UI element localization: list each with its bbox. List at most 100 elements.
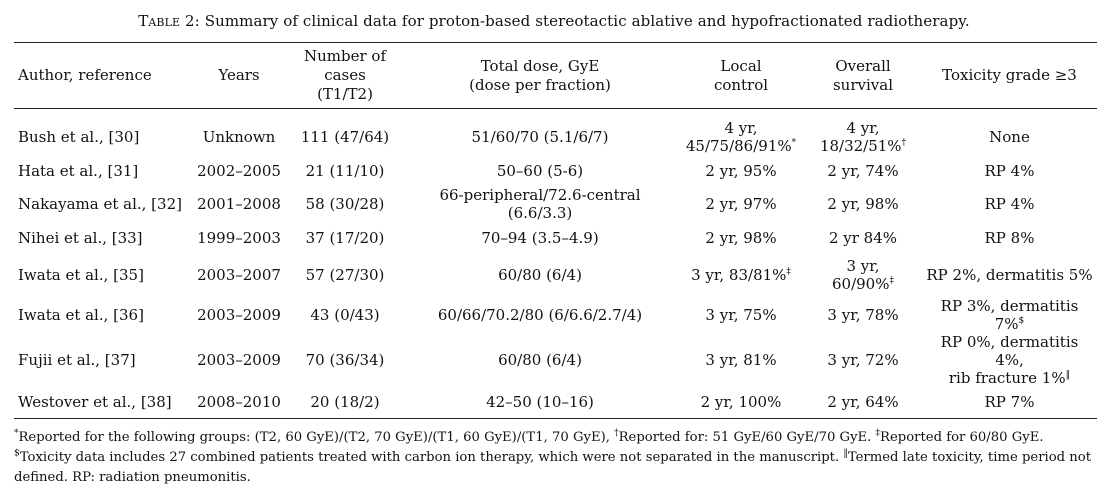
cell-local-line1: 4 yr, xyxy=(724,119,758,137)
table-row: Bush et al., [30] Unknown 111 (47/64) 51… xyxy=(14,109,1097,155)
cell-local-value: 3 yr, 83/81% xyxy=(691,266,787,284)
header-cases: Number of cases (T1/T2) xyxy=(288,43,402,109)
cell-cases: 43 (0/43) xyxy=(310,306,380,324)
footnote-mark: ‖ xyxy=(843,448,848,459)
cell-toxicity-line1: RP 0%, dermatitis 4%, xyxy=(940,333,1079,369)
cell-overall-line2: 60/90% xyxy=(832,275,890,293)
cell-years: 2003–2009 xyxy=(197,351,281,369)
cell-cases: 57 (27/30) xyxy=(305,266,385,284)
header-years: Years xyxy=(218,66,260,84)
cell-local-control: 3 yr, 75% xyxy=(705,306,777,324)
table-footnotes: *Reported for the following groups: (T2,… xyxy=(14,428,1099,488)
cell-toxicity: None xyxy=(989,128,1030,146)
cell-author: Hata et al., [31] xyxy=(18,161,139,180)
cell-dose: 50–60 (5-6) xyxy=(496,161,584,180)
cell-overall-survival: 4 yr, 18/32/51%† xyxy=(804,109,922,155)
cell-cases: 21 (11/10) xyxy=(305,161,385,180)
cell-local-control: 4 yr, 45/75/86/91%* xyxy=(678,109,804,155)
cell-overall-survival: 3 yr, 60/90%‡ xyxy=(804,253,922,297)
footnote-mark: * xyxy=(14,428,19,439)
cell-cases: 70 (36/34) xyxy=(305,351,385,369)
cell-local-control: 2 yr, 95% xyxy=(705,161,777,180)
cell-years: 2008–2010 xyxy=(197,393,281,412)
cell-overall-survival: 2 yr, 74% xyxy=(827,161,899,180)
footnote-line: *Reported for the following groups: (T2,… xyxy=(14,428,1099,448)
table-row: Nakayama et al., [32] 2001–2008 58 (30/2… xyxy=(14,186,1097,222)
cell-cases: 58 (30/28) xyxy=(305,195,385,213)
footnote-mark: $ xyxy=(14,448,20,459)
cell-dose: 51/60/70 (5.1/6/7) xyxy=(471,128,609,146)
cell-dose: 60/80 (6/4) xyxy=(498,266,582,284)
cell-local-control: 3 yr, 81% xyxy=(705,351,777,369)
footnote-mark: ‡ xyxy=(786,267,791,277)
cell-overall-line1: 4 yr, xyxy=(846,119,880,137)
cell-dose: 60/80 (6/4) xyxy=(498,351,582,369)
cell-dose: 42–50 (10–16) xyxy=(486,393,594,412)
cell-overall-survival: 3 yr, 78% xyxy=(827,306,899,324)
cell-cases: 20 (18/2) xyxy=(310,393,380,412)
cell-author: Nakayama et al., [32] xyxy=(18,195,182,213)
footnote-line: $Toxicity data includes 27 combined pati… xyxy=(14,448,1099,488)
cell-local-line2: 45/75/86/91% xyxy=(685,137,792,155)
table-row: Iwata et al., [36] 2003–2009 43 (0/43) 6… xyxy=(14,297,1097,333)
cell-dose: 66-peripheral/72.6-central (6.6/3.3) xyxy=(439,186,641,222)
cell-local-control: 2 yr, 98% xyxy=(705,228,777,247)
footnote-mark: † xyxy=(614,428,619,439)
header-toxicity: Toxicity grade ≥3 xyxy=(942,66,1077,84)
footnote-mark: * xyxy=(791,138,797,148)
footnote-mark: ‖ xyxy=(1065,370,1071,380)
cell-toxicity: RP 4% xyxy=(984,161,1035,180)
cell-cases: 111 (47/64) xyxy=(300,128,390,146)
cell-local-control: 2 yr, 100% xyxy=(700,393,782,412)
cell-toxicity: RP 7% xyxy=(984,393,1035,412)
header-dose-line2: (dose per fraction) xyxy=(469,75,611,94)
cell-overall-survival: 3 yr, 72% xyxy=(827,351,899,369)
cell-author: Iwata et al., [35] xyxy=(18,266,144,284)
cell-years: 2002–2005 xyxy=(197,161,281,180)
cell-author: Iwata et al., [36] xyxy=(18,306,144,324)
cell-years: Unknown xyxy=(202,128,276,146)
header-local-line2: control xyxy=(713,75,769,94)
footnote-mark: $ xyxy=(1018,316,1025,326)
header-author: Author, reference xyxy=(18,66,152,84)
cell-cases: 37 (17/20) xyxy=(305,228,385,247)
footnote-mark: † xyxy=(901,138,907,148)
cell-author: Westover et al., [38] xyxy=(18,393,172,412)
cell-local-control: 3 yr, 83/81%‡ xyxy=(678,253,804,297)
header-cases-line3: (T1/T2) xyxy=(317,85,373,103)
cell-toxicity: RP 3%, dermatitis 7%$ xyxy=(922,297,1097,333)
cell-toxicity: RP 2%, dermatitis 5% xyxy=(926,266,1093,284)
cell-years: 2003–2007 xyxy=(197,266,281,284)
cell-toxicity-line2: rib fracture 1% xyxy=(948,369,1066,387)
header-row: Author, reference Years Number of cases … xyxy=(14,42,1097,109)
footnote-text: Reported for the following groups: (T2, … xyxy=(18,430,615,445)
cell-overall-survival: 2 yr, 64% xyxy=(827,393,899,412)
cell-toxicity-value: RP 3%, dermatitis 7% xyxy=(940,297,1079,333)
footnote-text: Reported for 60/80 GyE. xyxy=(880,430,1044,445)
cell-toxicity: RP 8% xyxy=(984,228,1035,247)
table-row: Iwata et al., [35] 2003–2007 57 (27/30) … xyxy=(14,253,1097,297)
cell-overall-survival: 2 yr 84% xyxy=(828,228,898,247)
cell-overall-line1: 3 yr, xyxy=(846,257,880,275)
cell-years: 1999–2003 xyxy=(197,228,281,247)
cell-years: 2003–2009 xyxy=(197,306,281,324)
caption-label: Table 2: xyxy=(138,12,200,30)
header-cases-line1: Number of xyxy=(303,47,386,65)
cell-toxicity: RP 4% xyxy=(984,195,1035,213)
cell-overall-line2: 18/32/51% xyxy=(819,137,902,155)
caption-text: Summary of clinical data for proton-base… xyxy=(204,12,970,30)
table-caption: Table 2: Summary of clinical data for pr… xyxy=(0,12,1108,30)
cell-toxicity: RP 0%, dermatitis 4%, rib fracture 1%‖ xyxy=(922,333,1097,387)
table-row: Nihei et al., [33] 1999–2003 37 (17/20) … xyxy=(14,222,1097,253)
cell-dose: 70–94 (3.5–4.9) xyxy=(481,228,599,247)
table-row: Westover et al., [38] 2008–2010 20 (18/2… xyxy=(14,387,1097,418)
header-overall-survival: Overall survival xyxy=(804,43,922,109)
table-row: Hata et al., [31] 2002–2005 21 (11/10) 5… xyxy=(14,155,1097,186)
cell-overall-survival: 2 yr, 98% xyxy=(827,195,899,213)
header-local-line1: Local xyxy=(720,56,762,75)
footnote-mark: ‡ xyxy=(889,276,894,286)
table-row: Fujii et al., [37] 2003–2009 70 (36/34) … xyxy=(14,333,1097,387)
footnote-mark: ‡ xyxy=(875,428,881,439)
cell-author: Nihei et al., [33] xyxy=(18,228,143,247)
